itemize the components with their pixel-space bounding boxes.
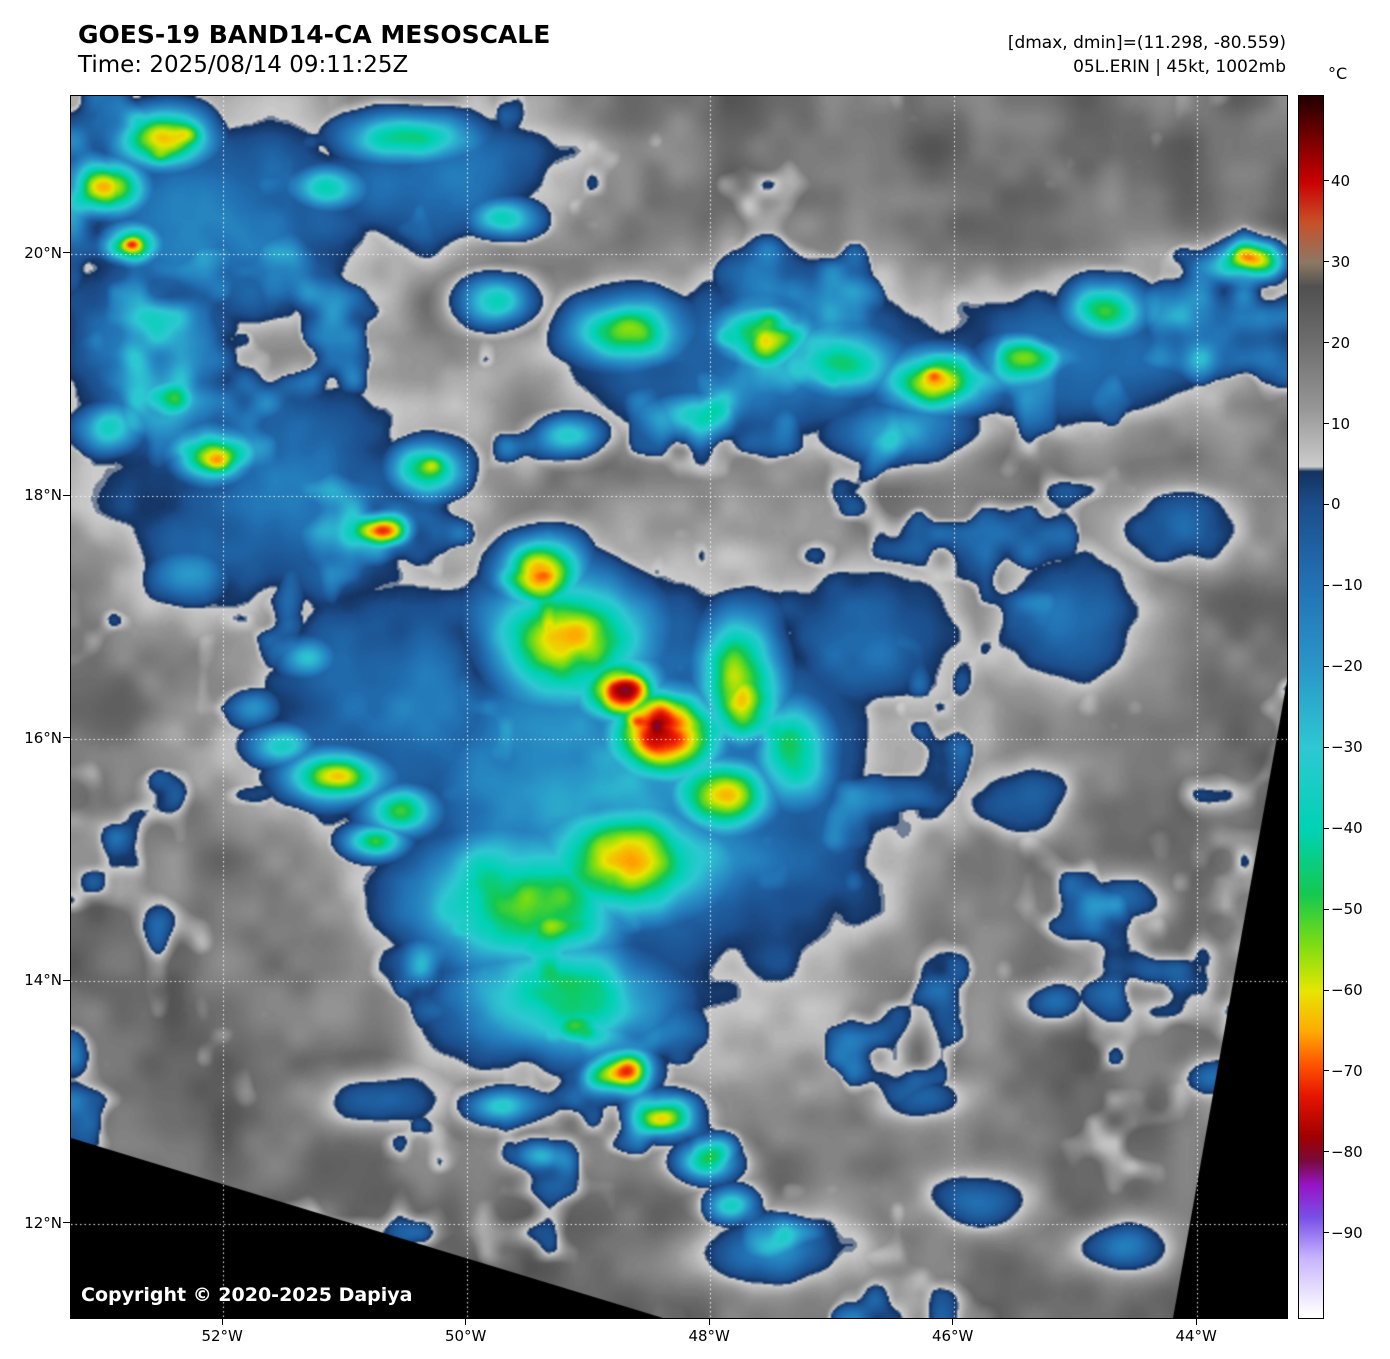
colorbar-tickmark	[1324, 180, 1329, 182]
temperature-colorbar	[1298, 95, 1324, 1319]
colorbar-tickmark	[1324, 908, 1329, 910]
lat-tick-label: 20°N	[24, 243, 62, 262]
lat-tickmark	[63, 252, 70, 254]
colorbar-tick-label: −10	[1331, 576, 1363, 595]
colorbar-tick-label: 30	[1331, 252, 1351, 271]
lon-tickmark	[465, 1318, 467, 1325]
satellite-map-panel: Copyright © 2020-2025 Dapiya	[70, 95, 1288, 1319]
colorbar-tick-label: −30	[1331, 738, 1363, 757]
figure-timestamp: Time: 2025/08/14 09:11:25Z	[78, 52, 409, 78]
colorbar-tick-label: 40	[1331, 171, 1351, 190]
satellite-ir-image	[71, 96, 1287, 1318]
colorbar-tick-label: −50	[1331, 900, 1363, 919]
colorbar-tickmark	[1324, 1151, 1329, 1153]
colorbar-unit-label: °C	[1328, 64, 1348, 83]
colorbar-tick-label: −40	[1331, 819, 1363, 838]
dmax-dmin-readout: [dmax, dmin]=(11.298, -80.559)	[1007, 33, 1286, 53]
colorbar-tickmark	[1324, 342, 1329, 344]
lat-tick-label: 16°N	[24, 728, 62, 747]
colorbar-tickmark	[1324, 665, 1329, 667]
colorbar-tickmark	[1324, 989, 1329, 991]
copyright-watermark: Copyright © 2020-2025 Dapiya	[81, 1284, 413, 1306]
lon-tickmark	[708, 1318, 710, 1325]
colorbar-tick-label: −70	[1331, 1061, 1363, 1080]
lat-tick-label: 18°N	[24, 486, 62, 505]
colorbar-tickmark	[1324, 503, 1329, 505]
colorbar-tickmark	[1324, 827, 1329, 829]
colorbar-tick-label: −20	[1331, 657, 1363, 676]
lon-tickmark	[952, 1318, 954, 1325]
lon-tick-label: 44°W	[1175, 1327, 1217, 1345]
lon-tickmark	[1195, 1318, 1197, 1325]
colorbar-tick-label: −80	[1331, 1142, 1363, 1161]
colorbar-tickmark	[1324, 1232, 1329, 1234]
lon-tick-label: 52°W	[201, 1327, 243, 1345]
colorbar-tickmark	[1324, 1070, 1329, 1072]
lat-tickmark	[63, 737, 70, 739]
colorbar-tickmark	[1324, 746, 1329, 748]
figure-title: GOES-19 BAND14-CA MESOSCALE	[78, 20, 551, 49]
colorbar-tick-label: 0	[1331, 495, 1341, 514]
colorbar-tickmark	[1324, 261, 1329, 263]
lon-tick-label: 48°W	[688, 1327, 730, 1345]
lon-tick-label: 50°W	[444, 1327, 487, 1345]
colorbar-tickmark	[1324, 584, 1329, 586]
lat-tickmark	[63, 1222, 70, 1224]
lat-tickmark	[63, 979, 70, 981]
lat-tick-label: 12°N	[24, 1213, 62, 1232]
colorbar-tickmark	[1324, 423, 1329, 425]
colorbar-tick-label: −90	[1331, 1223, 1363, 1242]
lat-tick-label: 14°N	[24, 971, 62, 990]
lat-tickmark	[63, 494, 70, 496]
colorbar-tick-label: −60	[1331, 981, 1363, 1000]
lon-tickmark	[221, 1318, 223, 1325]
storm-info-readout: 05L.ERIN | 45kt, 1002mb	[1073, 57, 1286, 77]
colorbar-tick-label: 10	[1331, 414, 1351, 433]
lon-tick-label: 46°W	[931, 1327, 974, 1345]
colorbar-tick-label: 20	[1331, 333, 1351, 352]
